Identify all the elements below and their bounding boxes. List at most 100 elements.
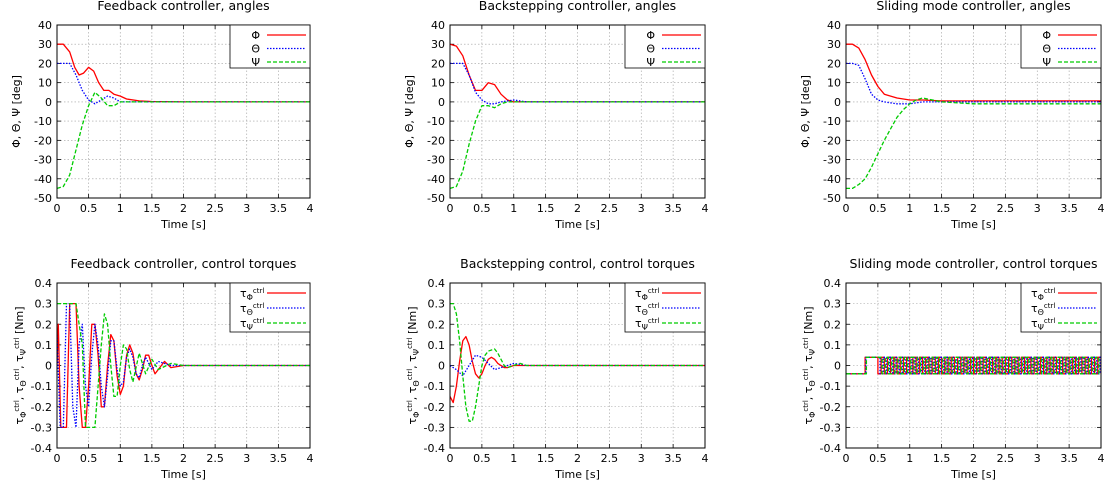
legend-label: Θ <box>1042 43 1051 56</box>
x-tick-label: 0 <box>54 452 61 465</box>
x-tick-label: 2 <box>574 452 581 465</box>
x-tick-label: 0.5 <box>80 202 98 215</box>
y-tick-label: -10 <box>34 115 52 128</box>
y-axis-label: Φ, Θ, Ψ [deg] <box>10 75 23 148</box>
y-axis-label: Φ, Θ, Ψ [deg] <box>799 75 812 148</box>
y-tick-label: -0.2 <box>31 401 52 414</box>
plot-frame <box>56 24 311 199</box>
x-tick-label: 3.5 <box>1060 452 1078 465</box>
series-line-3 <box>450 101 705 190</box>
y-tick-label: -30 <box>34 154 52 167</box>
y-tick-label: -40 <box>34 173 52 186</box>
legend-label: Θ <box>251 43 260 56</box>
plot-area <box>846 43 1101 190</box>
series-line-3 <box>846 97 1101 190</box>
x-tick-label: 2.5 <box>601 202 619 215</box>
x-tick-label: 0 <box>447 452 454 465</box>
x-tick-label: 3.5 <box>664 202 682 215</box>
chart-panel-1: 0 0.5 1 1.5 2 2.5 3 3.5 4 -50 -40 -30 -20 -10 0 10 20 30 4… <box>10 0 314 231</box>
y-tick-label: -30 <box>823 154 841 167</box>
y-tick-label: -10 <box>427 115 445 128</box>
y-tick-label: 0.3 <box>428 298 446 311</box>
plot-area <box>846 356 1101 375</box>
y-tick-label: 40 <box>827 19 841 32</box>
chart-panel-6: 0 0.5 1 1.5 2 2.5 3 3.5 4 -0.4 -0.3 -0.2 -0.1 0 0.1 0.2… <box>802 256 1105 481</box>
x-tick-label: 3 <box>1034 202 1041 215</box>
x-tick-label: 1 <box>117 452 124 465</box>
x-tick-label: 0 <box>843 452 850 465</box>
y-tick-label: -40 <box>823 173 841 186</box>
x-tick-label: 0.5 <box>473 452 491 465</box>
y-tick-label: 0.4 <box>428 277 446 290</box>
series-line-2 <box>846 356 1101 375</box>
y-tick-label: 30 <box>827 38 841 51</box>
legend-label: Φ <box>1042 29 1051 42</box>
x-tick-label: 3.5 <box>664 452 682 465</box>
y-tick-label: -0.1 <box>424 380 445 393</box>
x-tick-label: 4 <box>1098 202 1105 215</box>
x-tick-label: 3 <box>638 452 645 465</box>
plot-area <box>57 302 310 429</box>
plot-frame <box>56 282 311 449</box>
series-line-2 <box>57 62 310 105</box>
x-tick-label: 4 <box>702 202 709 215</box>
x-tick-label: 1.5 <box>537 452 555 465</box>
plot-area <box>57 43 310 190</box>
chart-panel-4: 0 0.5 1 1.5 2 2.5 3 3.5 4 -0.4 -0.3 -0.2 -0.1 0 0.1 0.2… <box>13 256 314 481</box>
y-tick-label: 0 <box>834 360 841 373</box>
y-tick-label: -0.3 <box>424 421 445 434</box>
y-tick-label: -20 <box>823 134 841 147</box>
legend-label: Φ <box>251 29 260 42</box>
series-line-3 <box>57 91 310 190</box>
chart-panel-3: 0 0.5 1 1.5 2 2.5 3 3.5 4 -50 -40 -30 -20 -10 0 10 20 30 4… <box>799 0 1105 231</box>
y-tick-label: 0.4 <box>824 277 842 290</box>
legend-label: Θ <box>646 43 655 56</box>
y-tick-label: 0 <box>45 96 52 109</box>
x-tick-label: 1.5 <box>143 452 161 465</box>
x-axis-label: Time [s] <box>554 218 600 231</box>
y-tick-label: -40 <box>427 173 445 186</box>
series-line-3 <box>846 356 1101 375</box>
y-tick-label: 0.1 <box>35 339 53 352</box>
x-tick-label: 1 <box>117 202 124 215</box>
series-line-2 <box>57 302 310 429</box>
plot-frame <box>449 24 706 199</box>
series-line-2 <box>450 62 705 105</box>
series-line-3 <box>57 302 310 429</box>
y-tick-label: 20 <box>431 57 445 70</box>
y-tick-label: 10 <box>431 77 445 90</box>
y-axis-label: Φ, Θ, Ψ [deg] <box>403 75 416 148</box>
x-axis-label: Time [s] <box>554 468 600 481</box>
x-tick-label: 4 <box>1098 452 1105 465</box>
x-tick-label: 3.5 <box>270 202 288 215</box>
y-tick-label: -10 <box>823 115 841 128</box>
chart-title: Backstepping controller, angles <box>479 0 676 13</box>
y-tick-label: 0 <box>45 360 52 373</box>
x-tick-label: 0 <box>447 202 454 215</box>
y-tick-label: -0.2 <box>424 401 445 414</box>
series-line-1 <box>846 356 1101 375</box>
x-tick-label: 3.5 <box>1060 202 1078 215</box>
y-tick-label: 0 <box>438 96 445 109</box>
x-tick-label: 2 <box>180 202 187 215</box>
chart-title: Sliding mode controller, angles <box>876 0 1070 13</box>
y-tick-label: -0.4 <box>424 442 445 455</box>
y-tick-label: 40 <box>431 19 445 32</box>
x-axis-label: Time [s] <box>160 468 206 481</box>
x-tick-label: 0 <box>54 202 61 215</box>
x-tick-label: 2.5 <box>206 452 224 465</box>
y-tick-label: 0.2 <box>428 318 446 331</box>
x-tick-label: 2.5 <box>206 202 224 215</box>
x-tick-label: 3 <box>243 452 250 465</box>
x-tick-label: 1.5 <box>933 452 951 465</box>
x-tick-label: 2.5 <box>997 202 1015 215</box>
x-tick-label: 3 <box>243 202 250 215</box>
x-tick-label: 2.5 <box>601 452 619 465</box>
y-tick-label: -50 <box>427 192 445 205</box>
x-tick-label: 2 <box>970 202 977 215</box>
y-tick-label: -0.1 <box>820 380 841 393</box>
x-tick-label: 0.5 <box>80 452 98 465</box>
